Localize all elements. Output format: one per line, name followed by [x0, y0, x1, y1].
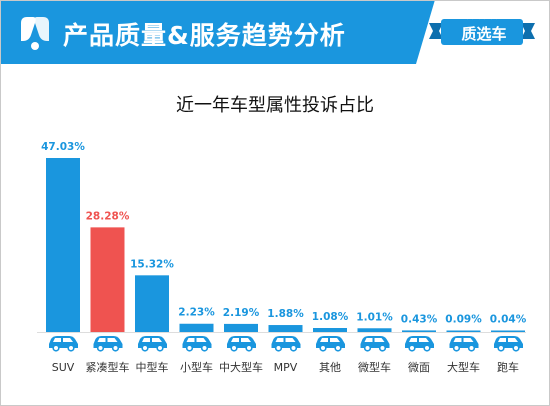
- bar-4: [179, 323, 214, 332]
- bar-value-label: 1.88%: [267, 308, 304, 320]
- badge-label: 质选车: [461, 25, 507, 43]
- header-banner: 产品质量&服务趋势分析 质选车: [1, 1, 549, 64]
- badge-ribbon-icon: [429, 12, 535, 45]
- category-label: 中型车: [136, 360, 169, 374]
- suv-icon: [49, 336, 78, 352]
- category-label: 紧凑型车: [86, 360, 130, 374]
- bar-9: [402, 330, 436, 332]
- header-title: 产品质量&服务趋势分析: [63, 21, 346, 50]
- sports-car-icon: [494, 336, 523, 352]
- bar-5: [224, 323, 258, 332]
- bar-value-label: 0.43%: [401, 313, 438, 325]
- minivan-icon: [405, 336, 434, 352]
- bar-value-label: 0.09%: [445, 314, 482, 326]
- bar-11: [491, 330, 525, 332]
- bar-value-label: 1.01%: [356, 311, 393, 323]
- other-car-icon: [316, 336, 345, 352]
- category-label: 其他: [319, 361, 341, 374]
- category-label: MPV: [274, 361, 298, 374]
- category-label: 小型车: [180, 360, 213, 374]
- bar-1: [46, 158, 80, 332]
- category-label: SUV: [52, 361, 75, 374]
- category-label: 跑车: [497, 360, 519, 374]
- bar-7: [313, 328, 347, 332]
- bar-3: [135, 275, 169, 332]
- bar-8: [357, 328, 392, 332]
- category-label: 中大型车: [219, 360, 263, 374]
- large-car-icon: [449, 336, 479, 352]
- bar-value-label: 15.32%: [130, 258, 174, 270]
- bar-value-label: 0.04%: [490, 314, 527, 326]
- midsize-car-icon: [138, 336, 167, 352]
- category-label: 微面: [408, 360, 430, 374]
- category-label: 大型车: [447, 360, 480, 374]
- chart-title: 近一年车型属性投诉占比: [176, 95, 374, 116]
- bar-2: [90, 227, 125, 332]
- compact-car-icon: [93, 336, 123, 352]
- bar-value-label: 47.03%: [41, 141, 85, 153]
- mini-car-icon: [360, 336, 390, 352]
- bar-value-label: 1.08%: [312, 311, 349, 323]
- bar-6: [268, 325, 303, 332]
- bar-10: [446, 330, 481, 332]
- bar-value-label: 2.23%: [178, 307, 215, 319]
- mid-large-car-icon: [227, 336, 256, 352]
- category-label: 微型车: [358, 360, 391, 374]
- brand-logo-icon: [21, 17, 49, 50]
- bar-value-label: 2.19%: [223, 307, 260, 319]
- small-car-icon: [182, 336, 212, 352]
- bar-value-label: 28.28%: [86, 210, 130, 222]
- mpv-icon: [271, 336, 301, 352]
